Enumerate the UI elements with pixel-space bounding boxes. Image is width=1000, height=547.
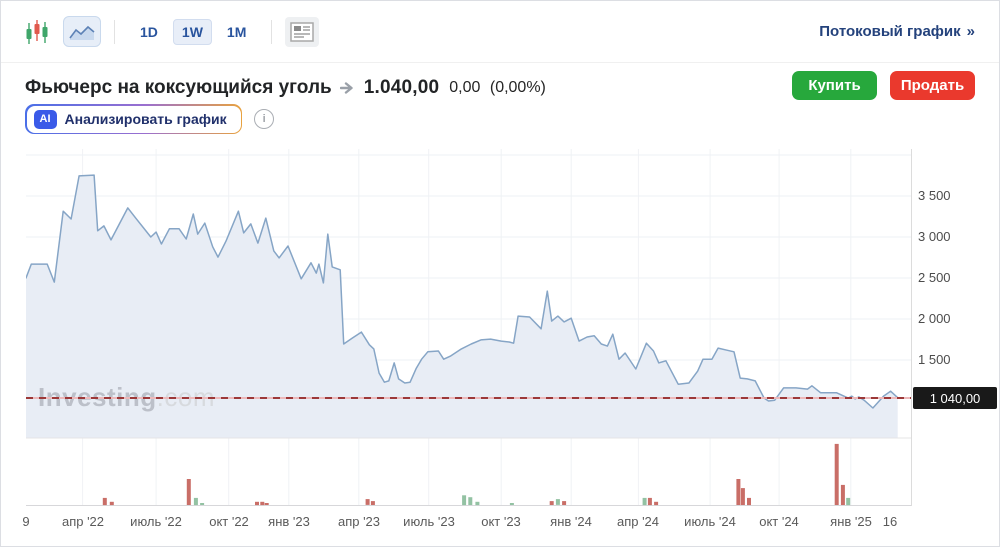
volume-bar (475, 501, 480, 506)
x-axis-label: июль '24 (684, 514, 736, 529)
instrument-title: Фьючерс на коксующийся уголь (25, 77, 332, 98)
y-axis-label: 2 000 (918, 311, 951, 326)
volume-bar (549, 501, 554, 505)
volume-bar (509, 503, 514, 505)
volume-bar (109, 501, 114, 506)
toolbar-divider (114, 19, 115, 44)
current-price-dashed-line (26, 397, 911, 399)
period-button-1w[interactable]: 1W (172, 18, 212, 45)
chevron-right-icon: » (966, 23, 975, 40)
volume-bar (260, 501, 265, 506)
y-axis-line (911, 149, 912, 506)
current-price-tag: 1 040,00 (913, 387, 997, 409)
volume-bar (102, 497, 107, 506)
analyze-chart-label: Анализировать график (64, 111, 227, 127)
volume-bar (654, 501, 659, 506)
volume-bar (562, 501, 567, 505)
volume-bar (370, 501, 375, 505)
x-axis-label: 16 (882, 514, 898, 529)
x-axis-label: окт '22 (209, 514, 249, 529)
price-chart: Investing.com 3 500 3 000 2 500 2 000 1 500 … (1, 149, 999, 546)
chart-svg[interactable] (26, 149, 911, 506)
x-axis-label: янв '25 (830, 514, 872, 529)
volume-bar (255, 501, 259, 506)
volume-bar (365, 499, 370, 505)
period-button-1m[interactable]: 1M (226, 23, 247, 40)
news-panel-icon[interactable] (285, 16, 320, 47)
arrow-right-icon (339, 81, 355, 95)
volume-bar (555, 499, 560, 505)
sell-button[interactable]: Продать (890, 71, 975, 100)
x-axis-label: июль '23 (403, 514, 455, 529)
x-axis-label: янв '23 (268, 514, 310, 529)
x-axis-label: окт '24 (759, 514, 799, 529)
ai-analyze-row: AI Анализировать график i (25, 104, 275, 134)
last-price: 1.040,00 (363, 77, 440, 98)
volume-bar (462, 495, 467, 506)
volume-bar (740, 488, 745, 505)
y-axis-label: 2 500 (918, 270, 951, 285)
info-icon[interactable]: i (254, 109, 275, 129)
toolbar-divider (271, 19, 273, 44)
volume-bar (846, 497, 851, 506)
x-axis-label: апр '22 (61, 514, 105, 529)
streaming-chart-link[interactable]: Потоковый график » (819, 23, 975, 40)
area-chart-icon[interactable] (63, 16, 101, 47)
volume-bar (642, 497, 647, 506)
y-axis-label: 3 500 (918, 188, 951, 203)
volume-bar (840, 484, 845, 505)
buy-button[interactable]: Купить (792, 71, 877, 100)
x-axis-label: окт '23 (481, 514, 521, 529)
analyze-chart-button[interactable]: AI Анализировать график (25, 104, 243, 134)
change-percent: (0,00%) (489, 79, 546, 96)
volume-bar (747, 497, 751, 506)
change-value: 0,00 (449, 79, 481, 96)
streaming-chart-label: Потоковый график (819, 23, 961, 40)
x-axis-label: апр '24 (616, 514, 660, 529)
x-axis-label: апр '23 (337, 514, 381, 529)
volume-bar (736, 479, 741, 505)
volume-bar (834, 443, 839, 505)
volume-bar (468, 497, 473, 505)
y-axis-label: 3 000 (918, 229, 951, 244)
volume-bar (186, 479, 191, 505)
candlestick-chart-icon[interactable] (25, 17, 49, 47)
x-axis-label: июль '22 (130, 514, 182, 529)
volume-bar (264, 503, 269, 505)
y-axis-label: 1 500 (918, 352, 951, 367)
ai-badge-icon: AI (33, 109, 57, 129)
x-axis-label: 9 (22, 514, 30, 529)
period-button-1d[interactable]: 1D (140, 23, 158, 40)
volume-bar (647, 497, 652, 506)
volume-bar (193, 497, 198, 506)
volume-bar (200, 503, 205, 505)
chart-toolbar: 1D 1W 1M Потоковый график » (1, 1, 999, 63)
instrument-header: Фьючерс на коксующийся уголь 1.040,00 0,… (25, 71, 975, 103)
price-change: 0,00 (0,00%) (449, 79, 546, 97)
x-axis-label: янв '24 (550, 514, 592, 529)
